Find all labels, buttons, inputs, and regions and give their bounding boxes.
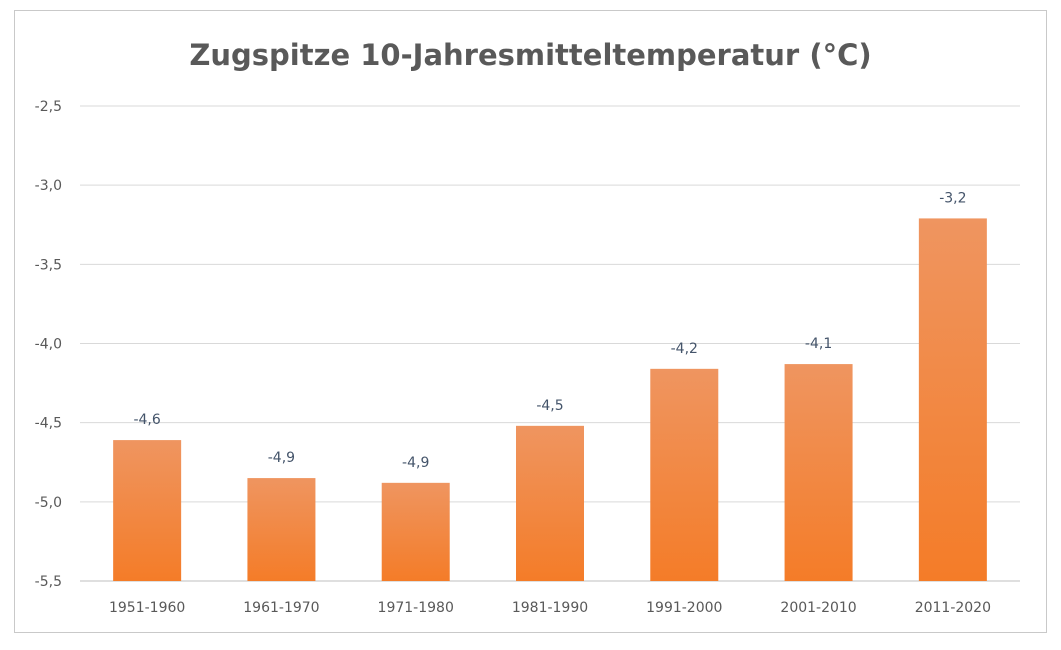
x-tick-label: 1971-1980 [378,600,454,616]
bar [650,368,719,581]
data-label: -4,9 [402,455,429,471]
y-tick-label: -5,0 [35,495,62,511]
bar [113,440,182,581]
chart-title: Zugspitze 10-Jahresmitteltemperatur (°C) [189,38,872,72]
x-tick-label: 1981-1990 [512,600,588,616]
y-tick-label: -4,5 [35,416,62,432]
data-label: -4,1 [805,336,832,352]
x-tick-label: 2011-2020 [915,600,991,616]
data-labels: -4,6 -4,9 -4,9 -4,5 -4,2 -4,1 -3,2 [133,190,966,470]
x-tick-label: 1951-1960 [109,600,185,616]
x-axis-ticks: 1951-1960 1961-1970 1971-1980 1981-1990 1991… [109,600,991,616]
bar [918,218,987,581]
data-label: -4,5 [536,398,563,414]
y-tick-label: -4,0 [35,337,62,353]
y-axis-ticks: -2,5 -3,0 -3,5 -4,0 -4,5 -5,0 -5,5 [35,99,62,590]
y-tick-label: -5,5 [35,574,62,590]
bars [113,218,987,581]
x-tick-label: 1991-2000 [646,600,722,616]
data-label: -4,6 [133,412,160,428]
bar [516,425,584,581]
bar [784,364,853,581]
x-tick-label: 2001-2010 [780,600,856,616]
data-label: -4,2 [671,341,698,357]
y-tick-label: -3,0 [35,178,62,194]
bar [247,478,316,581]
bar [381,482,450,581]
data-label: -4,9 [268,450,295,466]
data-label: -3,2 [939,190,966,206]
y-tick-label: -2,5 [35,99,62,115]
x-tick-label: 1961-1970 [243,600,319,616]
y-tick-label: -3,5 [35,257,62,273]
